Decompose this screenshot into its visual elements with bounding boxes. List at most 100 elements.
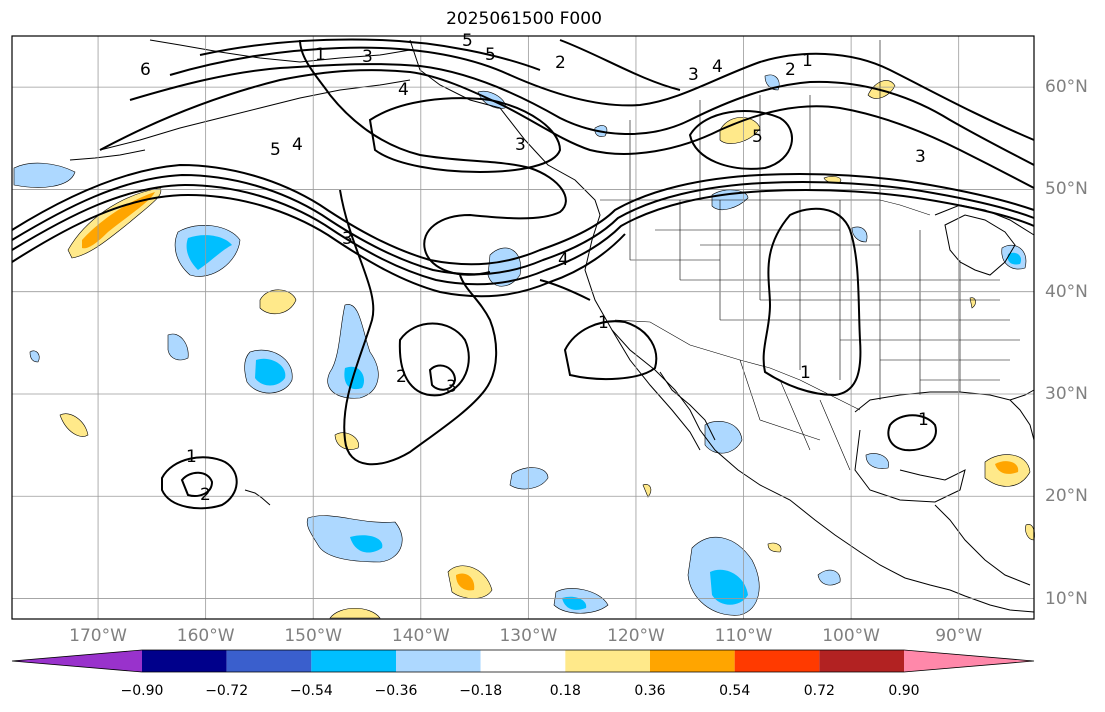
contour-line: [428, 364, 457, 391]
colorbar-segment: [565, 650, 650, 672]
contour-label: 4: [712, 57, 723, 77]
florida: [1009, 399, 1035, 441]
north-america-west-coast: [409, 39, 1035, 613]
colorbar-segment: [650, 650, 735, 672]
contour-line: [368, 97, 562, 174]
colorbar-tick-label: −0.36: [374, 683, 418, 699]
contour-line: [299, 39, 567, 276]
map-frame: [11, 35, 1035, 620]
positive-anomaly: [969, 297, 976, 309]
negative-anomaly: [255, 358, 286, 386]
negative-anomaly: [29, 350, 40, 363]
contours: [11, 38, 1035, 510]
alaska-coast: [99, 79, 411, 151]
contour-line: [11, 183, 1035, 286]
colorbar-tick-label: −0.90: [120, 683, 164, 699]
longitude-label: 100°W: [822, 626, 880, 646]
positive-anomaly: [767, 542, 782, 553]
contour-label: 5: [485, 45, 496, 65]
longitude-label: 90°W: [935, 626, 983, 646]
negative-anomaly: [764, 74, 780, 91]
contour-label: 3: [342, 229, 353, 249]
contour-label: 4: [292, 135, 303, 155]
contour-label: 3: [515, 135, 526, 155]
contour-line: [339, 189, 498, 466]
latitude-label: 20°N: [1045, 486, 1088, 507]
colorbar-tick-label: −0.54: [289, 683, 333, 699]
negative-anomaly: [851, 226, 868, 243]
contour-label: 2: [785, 60, 796, 80]
positive-anomaly: [259, 289, 297, 315]
negative-anomaly: [344, 366, 365, 390]
latitude-label: 10°N: [1045, 588, 1088, 609]
state-lines: [629, 200, 1020, 400]
positive-anomaly: [329, 607, 381, 619]
contour-label: 3: [446, 377, 457, 397]
longitude-label: 130°W: [499, 626, 558, 646]
positive-anomaly: [82, 192, 155, 249]
longitude-label: 170°W: [69, 626, 127, 646]
contour-label: 3: [362, 47, 373, 67]
negative-anomaly: [509, 467, 549, 490]
colorbar-segment: [480, 650, 566, 672]
latitude-label: 50°N: [1045, 179, 1088, 200]
contour-line: [129, 63, 1035, 166]
great-lakes: [944, 214, 1016, 276]
contour-line: [199, 38, 541, 71]
positive-anomaly: [456, 573, 475, 591]
contour-label: 1: [802, 51, 813, 71]
map-title: 2025061500 F000: [446, 9, 602, 29]
contour-line: [762, 207, 862, 397]
negative-anomaly: [167, 333, 189, 361]
colorbar-extend-low: [12, 650, 142, 672]
latitude-label: 40°N: [1045, 281, 1088, 302]
contour-label: 5: [270, 140, 281, 160]
positive-anomaly: [1025, 524, 1035, 541]
contour-line: [688, 110, 793, 170]
contour-label: 5: [462, 31, 473, 51]
contour-label: 1: [800, 363, 811, 383]
colorbar-tick-label: 0.18: [549, 683, 581, 699]
longitude-label: 140°W: [391, 626, 450, 646]
political-borders: [600, 40, 1020, 471]
contour-label: 1: [315, 45, 326, 65]
contour-label: 1: [598, 313, 609, 333]
negative-anomaly: [562, 596, 587, 610]
negative-anomaly: [1007, 252, 1022, 265]
contour-label: 5: [752, 127, 763, 147]
contour-label: 6: [140, 60, 151, 80]
contour-line: [559, 39, 681, 91]
longitude-label: 150°W: [284, 626, 343, 646]
contour-line: [11, 173, 1035, 276]
colorbar-tick-label: 0.54: [719, 683, 751, 699]
us-canada-border: [600, 199, 931, 216]
colorbar-tick-label: −0.72: [205, 683, 249, 699]
colorbar-segment: [311, 650, 396, 672]
longitude-label: 110°W: [714, 626, 773, 646]
colorbar-segment: [142, 650, 227, 672]
colorbar-segment: [819, 650, 904, 672]
negative-anomaly: [327, 304, 379, 399]
contour-line: [887, 414, 937, 452]
colorbar-tick-label: 0.90: [888, 683, 920, 699]
longitude-label: 160°W: [176, 626, 235, 646]
contour-label: 3: [915, 147, 926, 167]
aleutians: [69, 149, 146, 161]
contour-label: 4: [398, 80, 409, 100]
colorbar-extend-high: [904, 650, 1034, 672]
colorbar-segment: [226, 650, 312, 672]
colorbar-segment: [734, 650, 820, 672]
colorbar-outline: [11, 649, 1035, 673]
negative-anomaly: [817, 569, 841, 586]
us-mexico-border: [614, 319, 861, 411]
canada-province-lines: [629, 40, 881, 200]
contour-line: [169, 46, 1035, 141]
negative-anomaly: [710, 569, 748, 605]
baja-california: [611, 329, 701, 451]
gridlines: [12, 36, 1034, 619]
gulf-of-california: [659, 371, 716, 441]
contour-line: [161, 456, 238, 510]
alaska-north: [149, 39, 411, 63]
contour-label: 3: [688, 65, 699, 85]
